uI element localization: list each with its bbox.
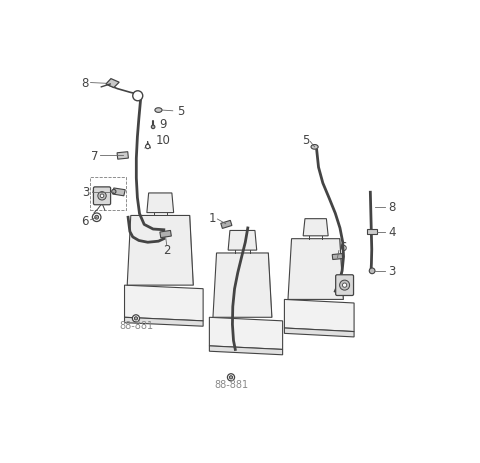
Text: 3: 3 <box>388 265 396 278</box>
Text: 5: 5 <box>302 133 310 146</box>
Text: 8: 8 <box>81 77 88 90</box>
Circle shape <box>92 213 101 222</box>
Ellipse shape <box>311 145 318 150</box>
Circle shape <box>369 269 375 274</box>
Polygon shape <box>303 219 328 236</box>
Circle shape <box>229 376 233 379</box>
Circle shape <box>151 126 155 129</box>
Circle shape <box>134 317 138 320</box>
Circle shape <box>112 190 116 194</box>
Text: 88-881: 88-881 <box>214 379 248 389</box>
Polygon shape <box>117 152 128 160</box>
Text: 8: 8 <box>388 200 396 213</box>
Text: 4: 4 <box>388 225 396 238</box>
Polygon shape <box>285 300 354 332</box>
Text: 6: 6 <box>340 240 347 253</box>
Circle shape <box>133 92 143 101</box>
Polygon shape <box>288 239 343 300</box>
Ellipse shape <box>155 108 162 113</box>
FancyBboxPatch shape <box>336 275 354 296</box>
Polygon shape <box>147 194 174 213</box>
Text: 88-881: 88-881 <box>119 320 153 331</box>
Text: 2: 2 <box>163 244 170 257</box>
Polygon shape <box>368 229 377 235</box>
Text: 10: 10 <box>156 133 171 146</box>
Polygon shape <box>113 188 125 196</box>
Circle shape <box>228 374 235 381</box>
Polygon shape <box>332 254 343 260</box>
Text: 7: 7 <box>92 150 99 163</box>
Polygon shape <box>221 221 232 229</box>
Polygon shape <box>124 318 203 326</box>
Circle shape <box>340 281 349 290</box>
Polygon shape <box>228 231 257 250</box>
Circle shape <box>100 194 104 198</box>
Polygon shape <box>106 80 119 88</box>
Circle shape <box>132 315 140 322</box>
Text: 5: 5 <box>178 105 185 118</box>
Text: 9: 9 <box>159 118 167 131</box>
Polygon shape <box>127 216 193 286</box>
Text: 6: 6 <box>82 215 89 228</box>
Polygon shape <box>209 318 283 350</box>
Text: 3: 3 <box>83 186 90 199</box>
Polygon shape <box>213 253 272 318</box>
Circle shape <box>145 145 150 150</box>
Text: 1: 1 <box>209 212 216 225</box>
Polygon shape <box>160 231 171 238</box>
Polygon shape <box>209 346 283 355</box>
Polygon shape <box>285 328 354 337</box>
FancyBboxPatch shape <box>94 188 110 205</box>
Circle shape <box>95 216 98 220</box>
Polygon shape <box>124 286 203 321</box>
Circle shape <box>98 192 106 200</box>
Circle shape <box>342 283 347 288</box>
